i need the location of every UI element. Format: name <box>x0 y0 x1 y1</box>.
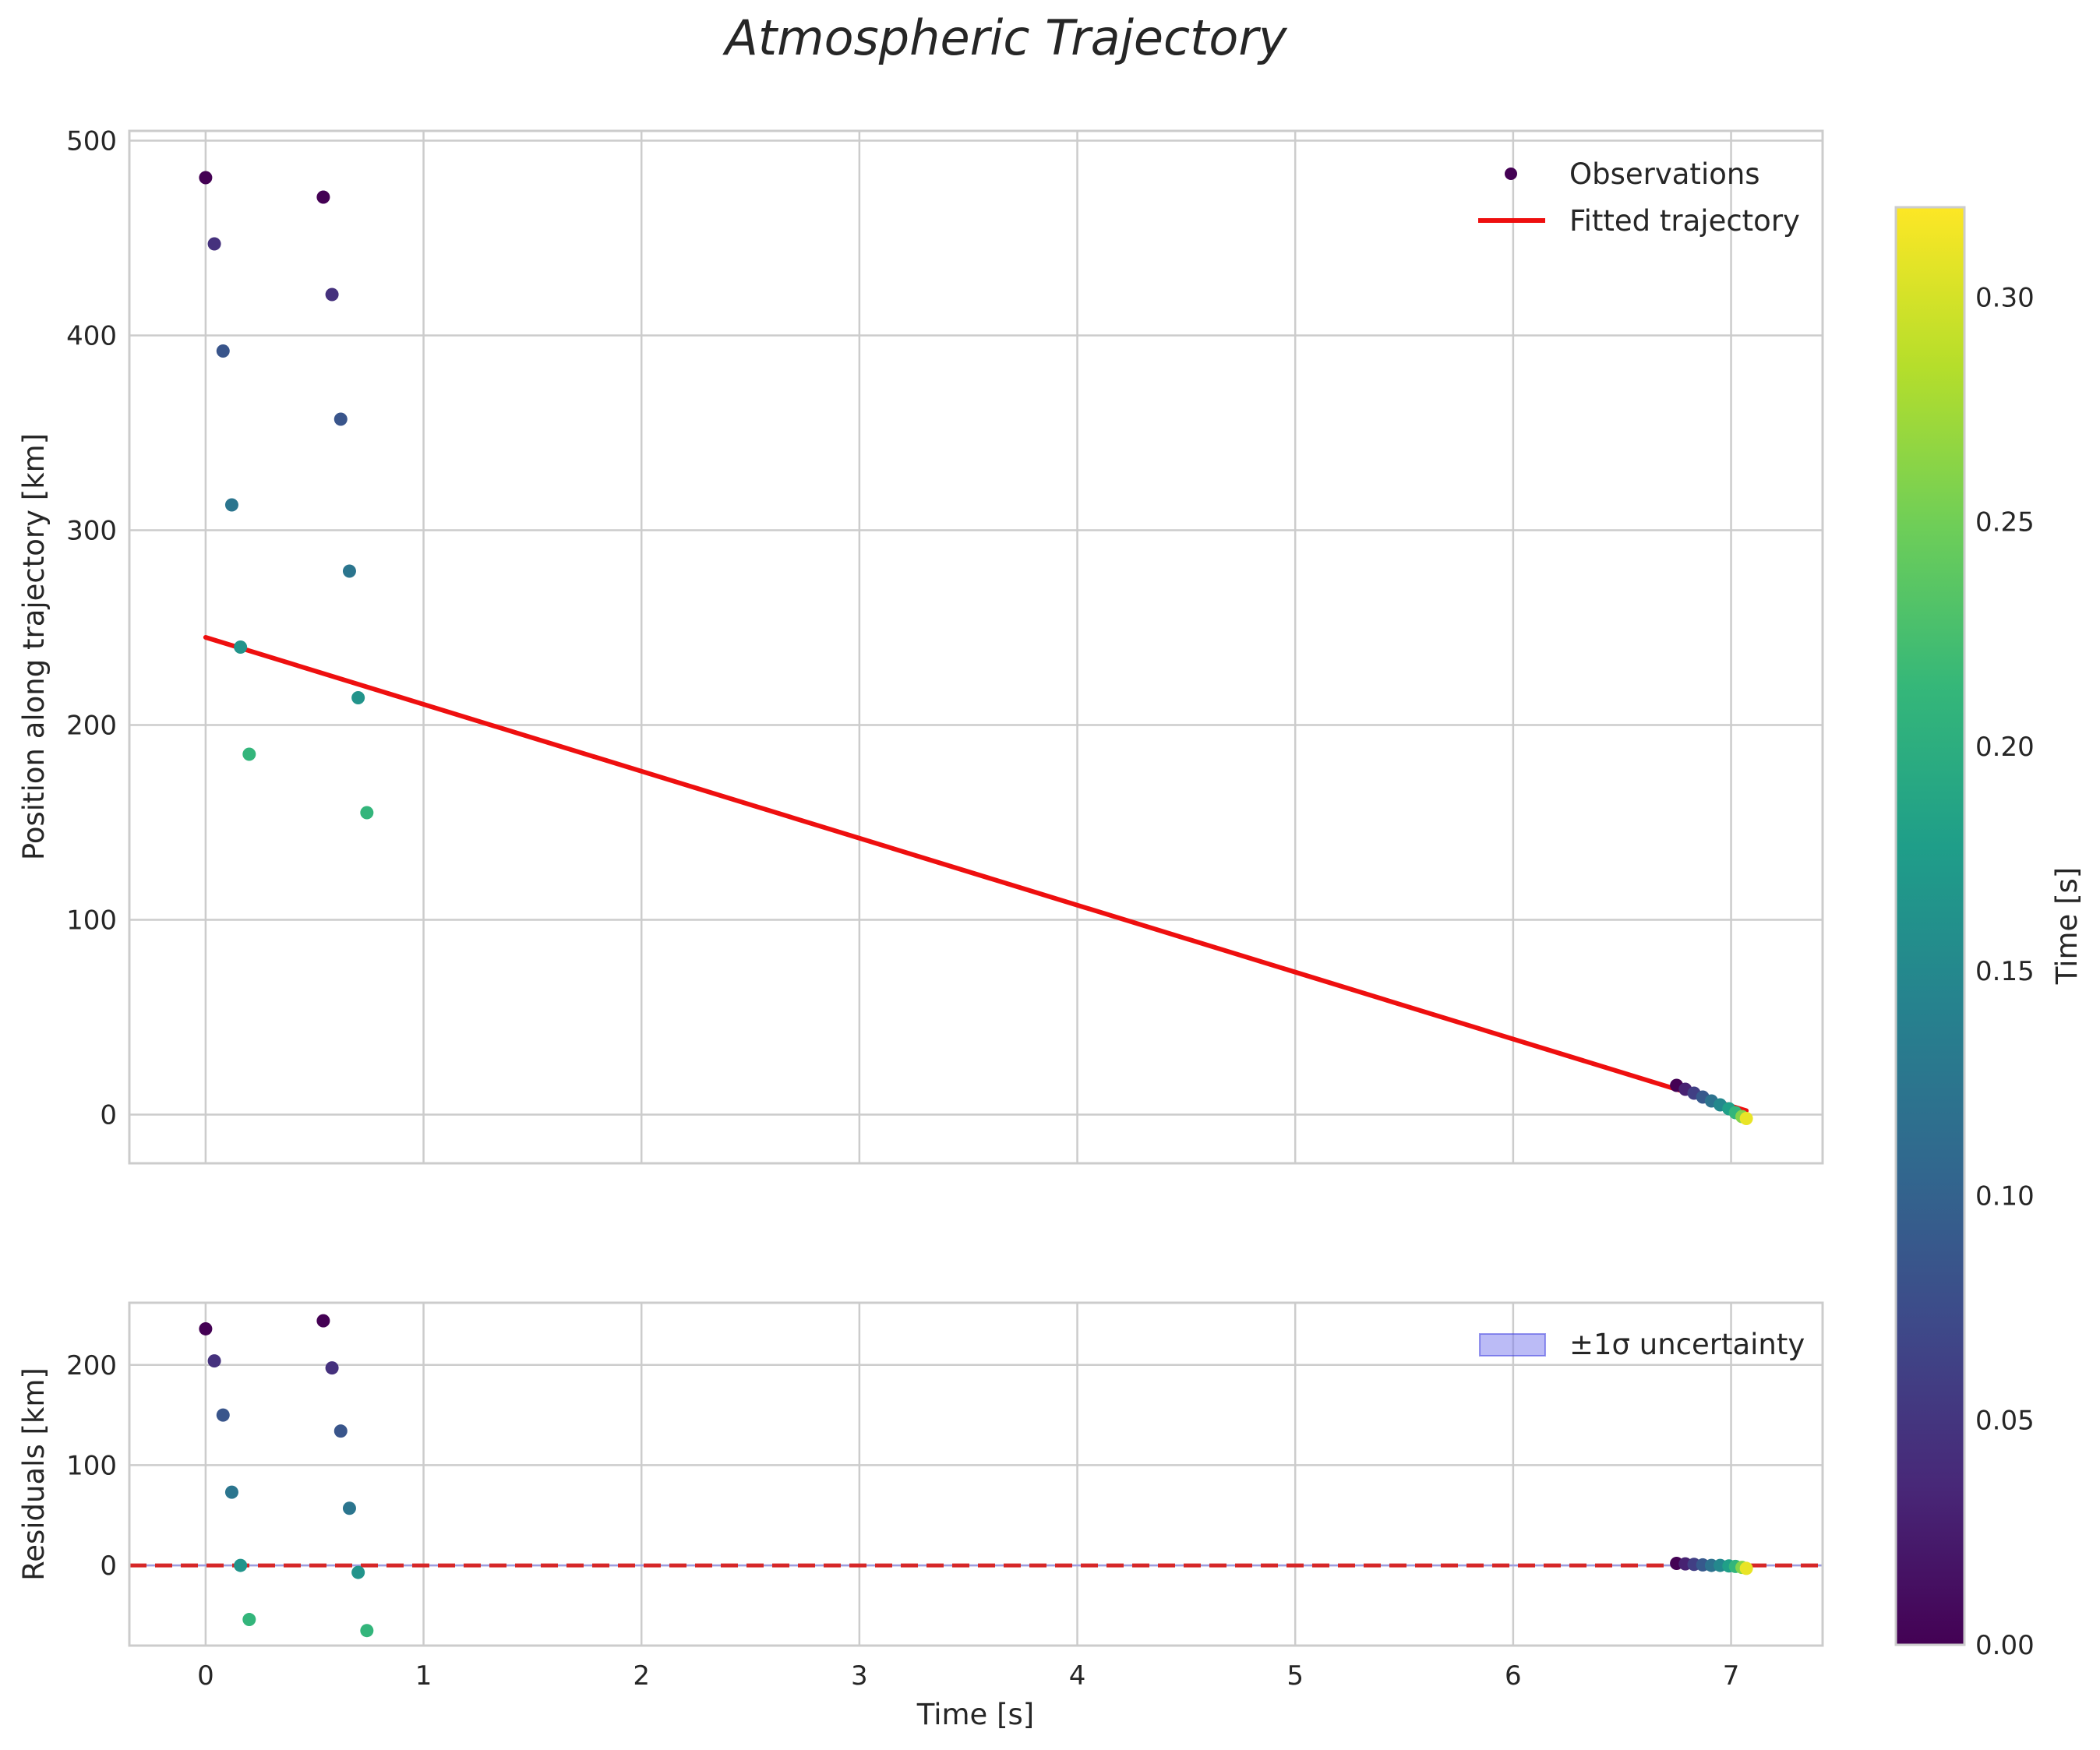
residual-point <box>234 1558 248 1572</box>
trajectory-y-label: Position along trajectory [km] <box>17 433 51 860</box>
observation-point <box>334 412 348 426</box>
observation-point <box>342 564 356 578</box>
observation-point <box>224 498 238 512</box>
colorbar-ticks: 0.00 0.05 0.10 0.15 0.20 0.25 0.30 <box>1975 282 2035 1661</box>
colorbar-gradient <box>1896 207 1964 1645</box>
trajectory-y-tick-label: 400 <box>66 321 117 352</box>
trajectory-y-tick-label: 200 <box>66 711 117 742</box>
residuals-y-tick-label: 0 <box>100 1551 117 1582</box>
residuals-y-tick-label: 100 <box>66 1450 117 1481</box>
residual-point <box>224 1485 238 1499</box>
x-tick-label: 5 <box>1286 1660 1304 1692</box>
x-tick-label: 6 <box>1505 1660 1522 1692</box>
x-tick-label: 4 <box>1069 1660 1086 1692</box>
residual-point <box>242 1613 256 1627</box>
x-tick-label: 3 <box>851 1660 868 1692</box>
residual-point <box>207 1354 221 1368</box>
colorbar-tick-label: 0.25 <box>1975 507 2035 538</box>
residual-point <box>351 1565 365 1579</box>
trajectory-axes-frame <box>128 129 1824 1165</box>
residual-point <box>199 1321 213 1335</box>
chart-title: Atmospheric Trajectory <box>722 9 1287 66</box>
colorbar-frame <box>1894 206 1966 1646</box>
x-tick-label: 0 <box>197 1660 214 1692</box>
residuals-legend: ±1σ uncertainty <box>1479 1328 1805 1361</box>
observation-point <box>199 171 213 185</box>
colorbar-tick-label: 0.10 <box>1975 1180 2035 1212</box>
observation-point <box>207 237 221 251</box>
residual-point <box>216 1408 230 1422</box>
residuals-x-ticks: 0 1 2 3 4 5 6 7 <box>197 1660 1739 1692</box>
trajectory-y-tick-label: 100 <box>66 905 117 937</box>
residual-point <box>360 1624 374 1638</box>
trajectory-y-tick-label: 500 <box>66 126 117 157</box>
observation-point <box>234 640 248 654</box>
residuals-y-label: Residuals [km] <box>17 1367 51 1581</box>
legend-fit-label: Fitted trajectory <box>1569 204 1800 238</box>
trajectory-y-tick-label: 0 <box>100 1100 117 1131</box>
x-axis-label: Time [s] <box>916 1698 1034 1731</box>
fitted-trajectory-line <box>203 635 1749 1113</box>
residuals-axes-frame <box>128 1301 1824 1647</box>
x-tick-label: 7 <box>1723 1660 1740 1692</box>
residual-point <box>334 1424 348 1438</box>
residual-point <box>325 1361 339 1375</box>
residual-point <box>342 1501 356 1515</box>
colorbar: 0.00 0.05 0.10 0.15 0.20 0.25 0.30 Time [s] <box>1894 206 2084 1661</box>
observation-point <box>325 288 339 302</box>
legend-uncertainty-label: ±1σ uncertainty <box>1569 1328 1805 1361</box>
observation-points <box>199 171 1753 1125</box>
colorbar-tick-label: 0.05 <box>1975 1406 2035 1437</box>
observation-point <box>351 691 365 704</box>
observation-point <box>242 747 256 761</box>
x-tick-label: 1 <box>415 1660 432 1692</box>
observation-point <box>360 806 374 820</box>
residuals-y-ticks: 0 100 200 <box>66 1350 117 1582</box>
legend-observations-marker <box>1505 168 1517 180</box>
residual-point <box>1739 1561 1753 1575</box>
legend-uncertainty-patch <box>1479 1333 1546 1357</box>
colorbar-tick-label: 0.15 <box>1975 956 2035 987</box>
observation-point <box>316 190 330 204</box>
residuals-panel: 0 1 2 3 4 5 6 7 0 100 200 Residuals [km] Time [s]… <box>17 1301 1824 1731</box>
colorbar-tick-label: 0.30 <box>1975 282 2035 313</box>
colorbar-tick-label: 0.20 <box>1975 732 2035 763</box>
residuals-y-tick-label: 200 <box>66 1350 117 1381</box>
trajectory-y-tick-label: 300 <box>66 516 117 547</box>
trajectory-panel: 0 100 200 300 400 500 Position along trajecto… <box>17 126 1824 1165</box>
residual-points <box>199 1314 1753 1638</box>
colorbar-tick-label: 0.00 <box>1975 1630 2035 1661</box>
trajectory-grid <box>129 131 1823 1163</box>
observation-point <box>1739 1112 1753 1125</box>
uncertainty-band <box>129 1564 1823 1567</box>
x-tick-label: 2 <box>633 1660 650 1692</box>
observation-point <box>216 344 230 358</box>
trajectory-legend: Observations Fitted trajectory <box>1478 157 1800 238</box>
colorbar-label: Time [s] <box>2050 867 2084 985</box>
residual-point <box>316 1314 330 1328</box>
legend-observations-label: Observations <box>1569 157 1760 191</box>
trajectory-y-ticks: 0 100 200 300 400 500 <box>66 126 117 1131</box>
